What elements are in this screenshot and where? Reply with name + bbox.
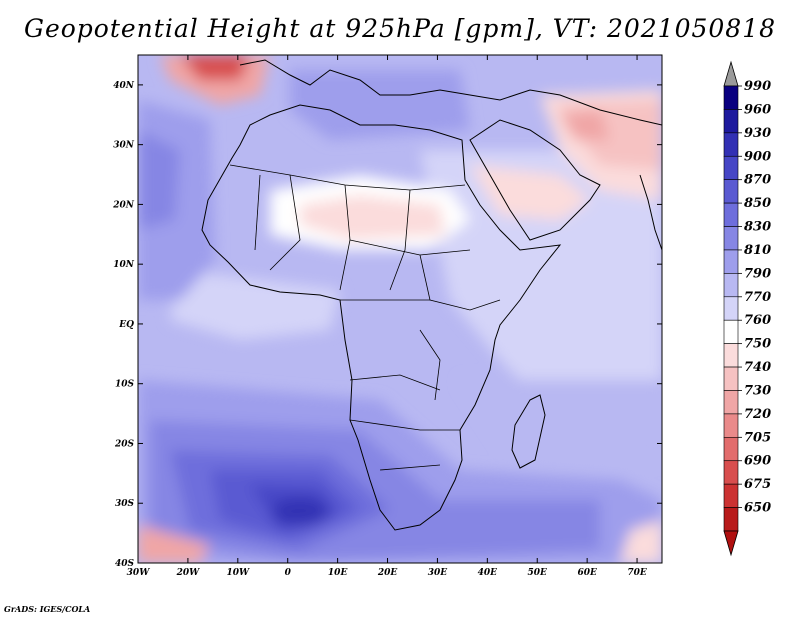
longitude-axis: 30W 20W 10W 0 10E 20E 30E 40E 50E 60E 70E	[127, 55, 647, 578]
field-730-sw	[138, 525, 210, 563]
colorbar-swatch	[723, 249, 739, 274]
lon-tick-label: 0	[285, 568, 292, 578]
colorbar-label: 960	[744, 102, 771, 117]
colorbar-label: 900	[744, 149, 771, 164]
chart-title: Geopotential Height at 925hPa [gpm], VT:…	[23, 14, 777, 43]
colorbar-label: 750	[744, 337, 771, 352]
colorbar-swatch	[723, 109, 739, 134]
lat-tick-label: 30S	[115, 499, 135, 509]
grads-credit: GrADS: IGES/COLA	[4, 604, 91, 614]
lon-tick-label: 30E	[428, 568, 448, 578]
colorbar-swatch	[723, 460, 739, 485]
lon-tick-label: 50E	[528, 568, 548, 578]
colorbar-label: 760	[744, 313, 771, 328]
lon-tick-label: 40E	[478, 568, 498, 578]
colorbar-top-arrow	[723, 60, 739, 87]
lon-tick-label: 20E	[377, 568, 398, 578]
colorbar-swatch	[723, 85, 739, 110]
lon-tick-label: 10E	[328, 568, 348, 578]
field-750-arabia	[470, 165, 590, 220]
colorbar-label: 850	[744, 196, 771, 211]
field-790-io	[460, 380, 662, 470]
colorbar-label: 790	[744, 266, 771, 281]
colorbar: 990 960 930 900 870 850 830 810 790 770 760 750 740 7…	[723, 60, 771, 557]
field-930-south	[272, 498, 328, 526]
madagascar-coast	[511, 394, 546, 469]
colorbar-label: 720	[744, 407, 771, 422]
colorbar-label: 740	[744, 360, 771, 375]
colorbar-swatch	[723, 437, 739, 462]
colorbar-swatch	[723, 319, 739, 344]
colorbar-label: 930	[744, 126, 771, 141]
lat-tick-label: 30N	[113, 141, 135, 151]
colorbar-swatch	[723, 507, 739, 532]
shaded-height-field	[138, 55, 662, 563]
colorbar-label: 650	[744, 501, 771, 516]
colorbar-swatch	[723, 202, 739, 227]
colorbar-label: 870	[744, 173, 771, 188]
lon-tick-label: 70E	[627, 568, 647, 578]
colorbar-swatch	[723, 155, 739, 180]
colorbar-swatch	[723, 343, 739, 368]
colorbar-swatch	[723, 296, 739, 321]
colorbar-swatch	[723, 179, 739, 204]
colorbar-swatch	[723, 132, 739, 157]
country-borders	[229, 164, 501, 471]
colorbar-label: 810	[744, 243, 771, 258]
colorbar-label: 705	[744, 430, 771, 445]
colorbar-label: 830	[744, 220, 771, 235]
arabia-coast	[469, 119, 601, 241]
lat-tick-label: 40S	[115, 559, 135, 569]
colorbar-label: 690	[744, 454, 771, 469]
lat-tick-label: 10S	[115, 380, 135, 390]
field-770-gulf	[170, 270, 340, 340]
colorbar-swatch	[723, 413, 739, 438]
lat-tick-label: 10N	[113, 260, 135, 270]
colorbar-bottom-arrow	[723, 530, 739, 557]
lon-tick-label: 30W	[127, 568, 151, 578]
lat-tick-label: EQ	[118, 320, 134, 330]
colorbar-label: 990	[744, 79, 771, 94]
field-750-se	[620, 520, 662, 563]
coastlines	[201, 59, 662, 531]
lat-tick-label: 20N	[112, 200, 135, 210]
field-730-iran	[560, 110, 610, 140]
colorbar-swatch	[723, 226, 739, 251]
colorbar-swatch	[723, 483, 739, 508]
lon-tick-label: 10W	[226, 568, 250, 578]
colorbar-label: 675	[744, 477, 771, 492]
map-frame	[137, 54, 663, 564]
field-830-natl	[138, 130, 180, 230]
field-690-nw	[180, 55, 250, 80]
colorbar-label: 730	[744, 383, 771, 398]
colorbar-label: 770	[744, 290, 771, 305]
lon-tick-label: 60E	[577, 568, 597, 578]
europe-coast	[239, 59, 662, 126]
colorbar-swatch	[723, 390, 739, 415]
lat-tick-label: 20S	[114, 439, 135, 449]
lat-tick-label: 40N	[113, 81, 135, 91]
field-810-med	[290, 70, 470, 140]
colorbar-swatch	[723, 273, 739, 298]
colorbar-swatch	[723, 366, 739, 391]
india-coast	[639, 174, 662, 251]
africa-coastline	[201, 104, 562, 531]
latitude-axis: 40N 30N 20N 10N EQ 10S 20S 30S 40S	[112, 81, 662, 569]
lon-tick-label: 20W	[176, 568, 201, 578]
field-770-east	[420, 150, 662, 420]
